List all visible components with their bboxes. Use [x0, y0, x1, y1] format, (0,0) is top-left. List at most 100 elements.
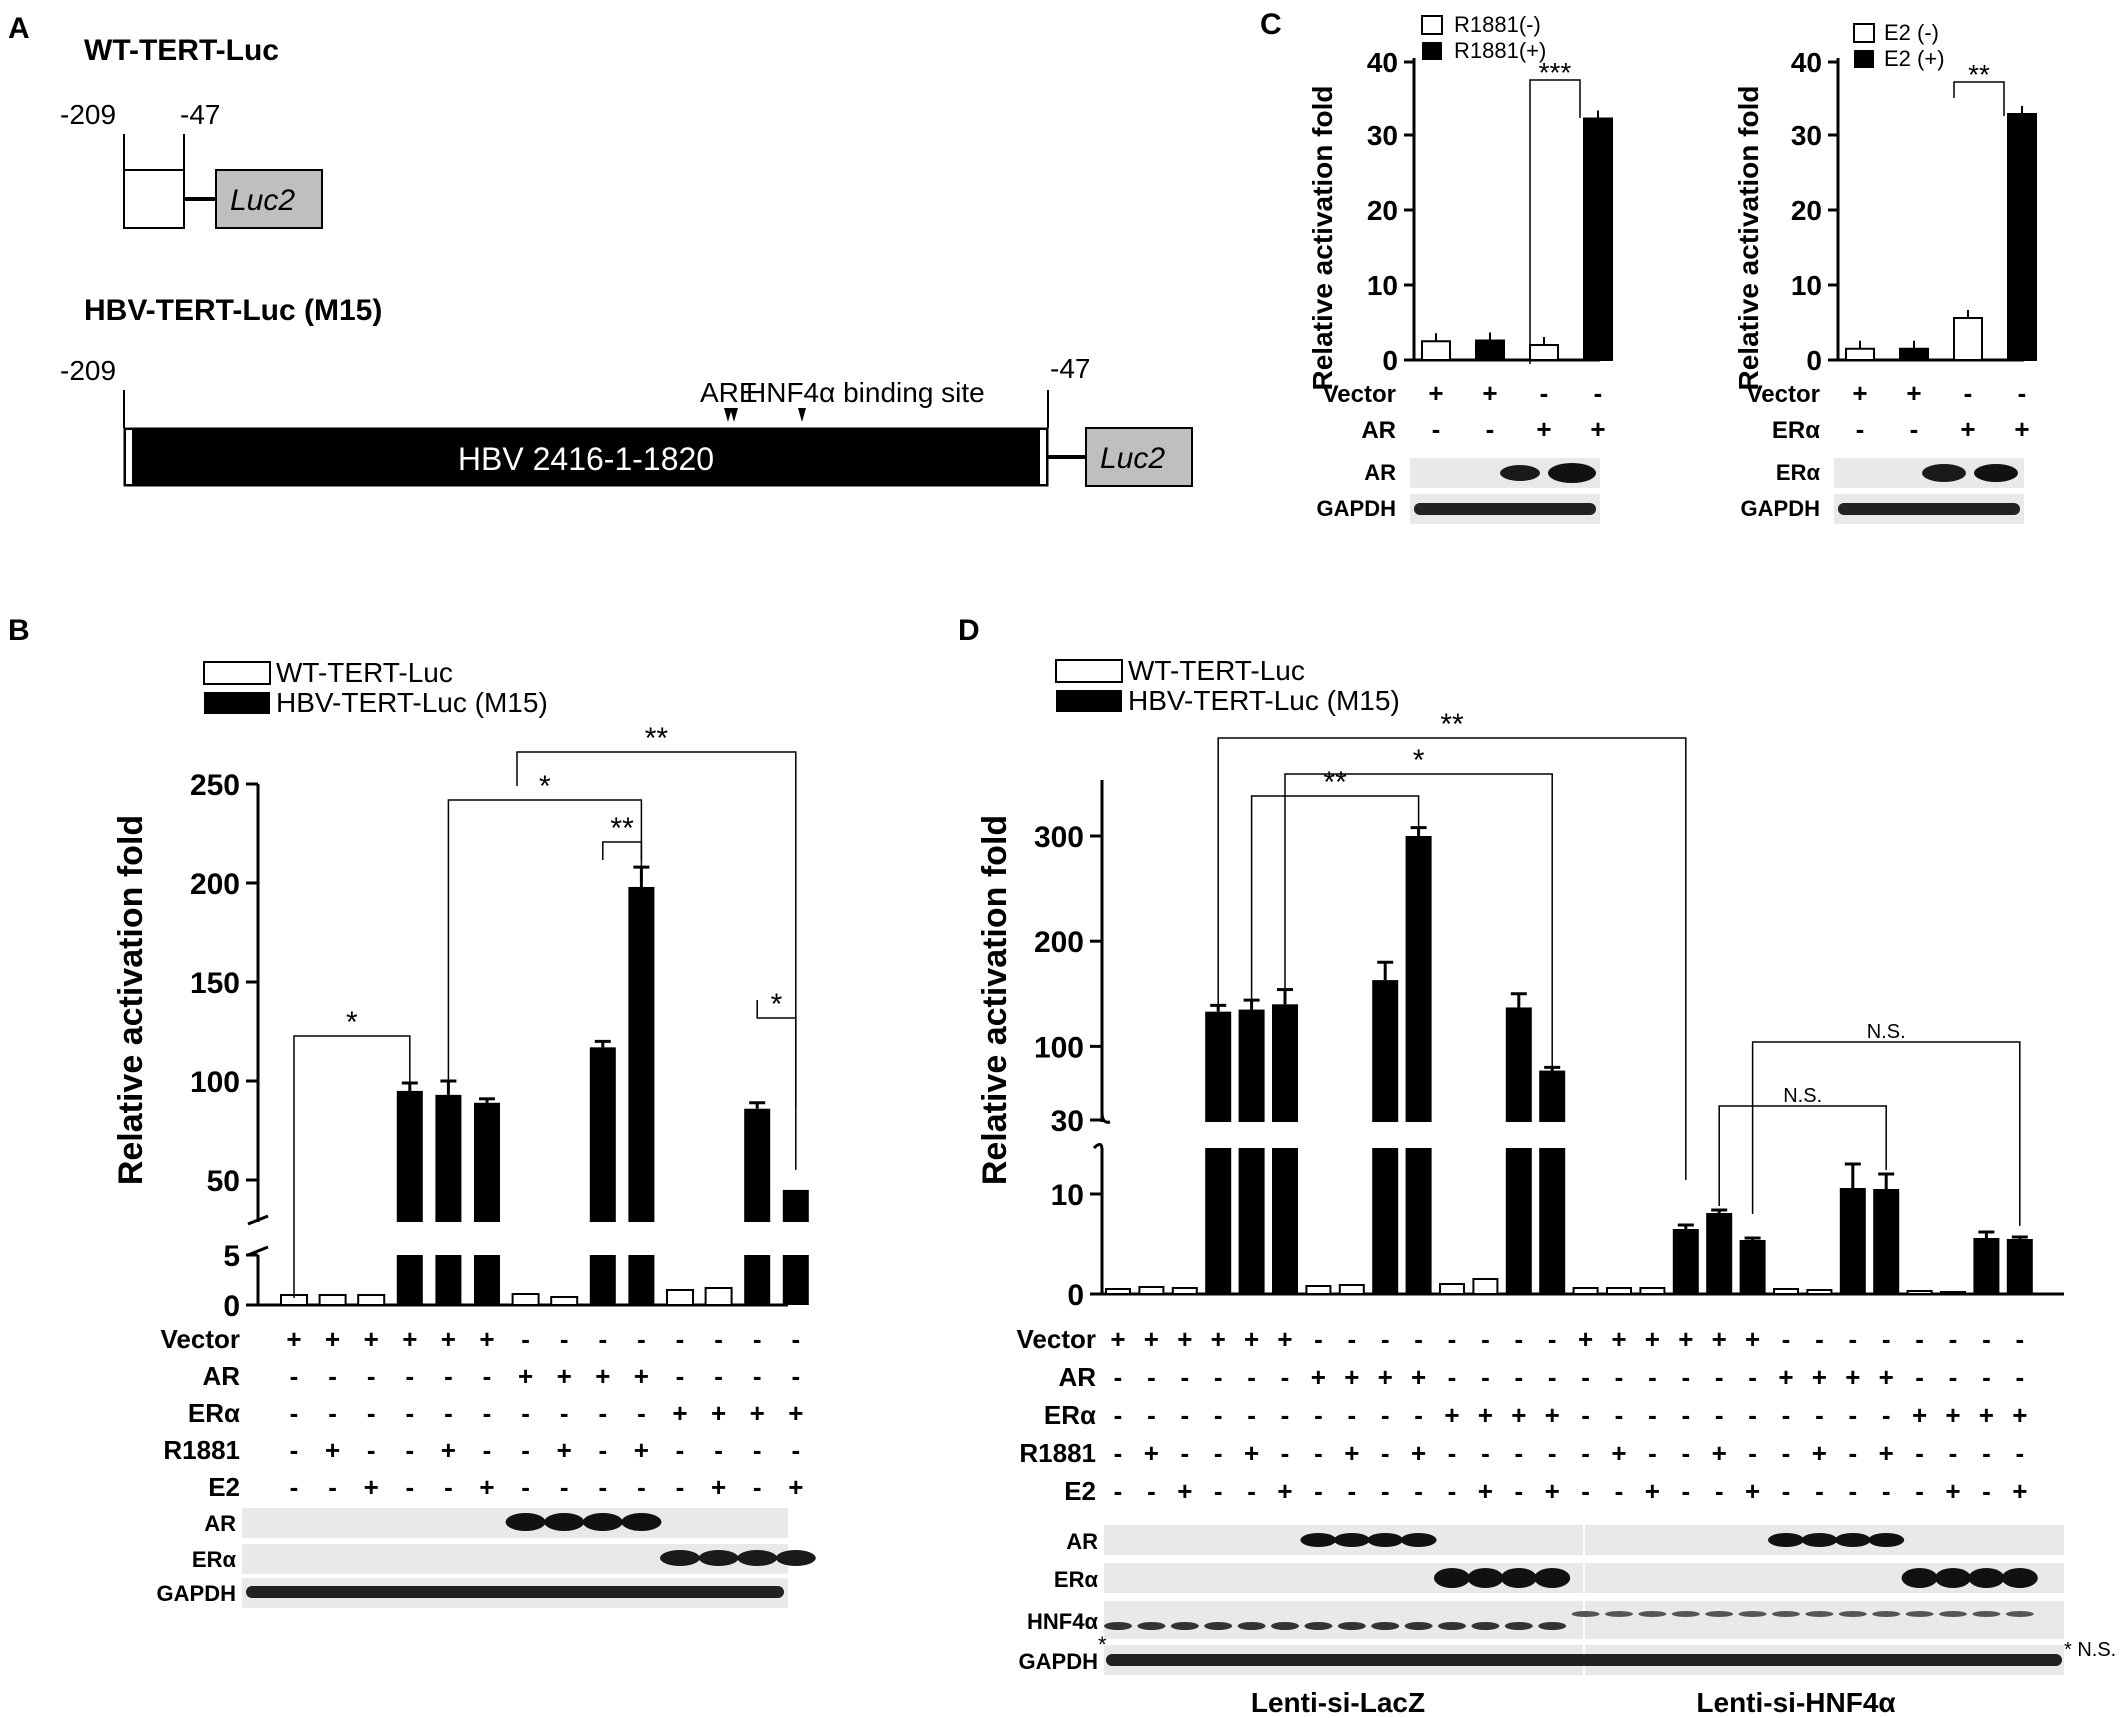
condition-sign: + [1845, 1362, 1860, 1392]
axis-break [1092, 1143, 1104, 1151]
band-ar [1768, 1533, 1804, 1547]
condition-sign: - [1581, 1476, 1590, 1506]
condition-sign: - [1882, 1476, 1891, 1506]
condition-sign: - [598, 1472, 607, 1502]
band-era [1935, 1568, 1971, 1588]
condition-sign: - [1782, 1324, 1791, 1354]
legend-swatch-hbv-d [1056, 690, 1122, 712]
hbv-luc2-box [1085, 427, 1193, 487]
condition-sign: + [1144, 1324, 1159, 1354]
condition-sign: - [1314, 1400, 1323, 1430]
condition-sign: - [1715, 1362, 1724, 1392]
condition-sign: - [1648, 1400, 1657, 1430]
condition-sign: - [1748, 1400, 1757, 1430]
are-label: ARE [700, 377, 758, 408]
band-hnf4a-ns [1805, 1611, 1834, 1617]
legend-swatch-r1881-pos [1422, 42, 1442, 60]
bar-wt [318, 1294, 347, 1306]
band-ar [1834, 1533, 1871, 1547]
panel-d-bars [1105, 826, 2033, 1295]
blot-label: ERα [1776, 460, 1821, 485]
bar-hbv-lower [589, 1255, 616, 1305]
condition-sign: + [441, 1324, 456, 1354]
condition-sign: - [1815, 1400, 1824, 1430]
blot-label: ERα [192, 1547, 237, 1572]
condition-sign: - [560, 1398, 569, 1428]
band-era [1901, 1568, 1938, 1588]
significance-bracket [447, 799, 643, 1212]
condition-sign: + [1745, 1324, 1760, 1354]
legend-swatch-e2-pos [1854, 50, 1874, 68]
condition-sign: - [1964, 378, 1973, 408]
condition-label: Vector [161, 1324, 241, 1354]
bar-wt [1906, 1290, 1933, 1295]
condition-sign: - [1514, 1438, 1523, 1468]
condition-sign: - [1748, 1362, 1757, 1392]
condition-sign: + [1545, 1400, 1560, 1430]
condition-sign: - [1949, 1362, 1958, 1392]
condition-sign: - [1782, 1400, 1791, 1430]
bar-hbv-lower [1505, 1148, 1532, 1294]
condition-sign: + [1482, 378, 1497, 408]
condition-sign: - [290, 1472, 299, 1502]
bar-wt [1138, 1286, 1165, 1295]
condition-sign: + [595, 1361, 610, 1391]
condition-sign: - [1347, 1324, 1356, 1354]
condition-sign: - [1648, 1438, 1657, 1468]
significance-label: ** [1440, 708, 1464, 741]
condition-sign: + [1852, 378, 1867, 408]
condition-sign: - [1114, 1362, 1123, 1392]
condition-sign: - [1782, 1438, 1791, 1468]
panel-b: B WT-TERT-Luc HBV-TERT-Luc (M15) Relativ… [8, 614, 816, 1608]
condition-sign: - [1748, 1438, 1757, 1468]
condition-sign: - [1815, 1476, 1824, 1506]
condition-sign: - [1514, 1476, 1523, 1506]
condition-sign: + [1344, 1362, 1359, 1392]
band-gapdh [1106, 1654, 2062, 1666]
condition-sign: + [2012, 1476, 2027, 1506]
panel-d-significance: *****N.S.N.S. [1217, 708, 2021, 1226]
significance-bracket [1284, 773, 1553, 1080]
condition-sign: + [1428, 378, 1443, 408]
y-tick-label: 10 [1051, 1179, 1084, 1212]
condition-sign: - [444, 1361, 453, 1391]
band-hnf4a [1538, 1622, 1567, 1630]
condition-sign: - [1147, 1476, 1156, 1506]
y-tick-label: 30 [1791, 120, 1822, 151]
condition-label: AR [1361, 417, 1396, 444]
bar-wt [1572, 1287, 1599, 1295]
condition-sign: + [711, 1472, 726, 1502]
condition-sign: - [753, 1361, 762, 1391]
condition-sign: - [1681, 1476, 1690, 1506]
band-era [1534, 1568, 1571, 1588]
condition-sign: - [1540, 378, 1549, 408]
hnf4a-ns-label: * N.S. [2064, 1639, 2116, 1661]
condition-sign: - [405, 1435, 414, 1465]
condition-sign: + [1144, 1438, 1159, 1468]
band-hnf4a-ns [1638, 1611, 1667, 1617]
legend-wt: WT-TERT-Luc [276, 657, 453, 688]
condition-sign: + [325, 1435, 340, 1465]
band-ar [1868, 1533, 1905, 1547]
panel-b-letter: B [8, 614, 30, 647]
band-hnf4a-ns [1972, 1611, 2001, 1617]
condition-sign: - [560, 1472, 569, 1502]
condition-sign: - [1414, 1324, 1423, 1354]
condition-sign: - [1448, 1476, 1457, 1506]
condition-sign: - [714, 1435, 723, 1465]
condition-sign: + [1411, 1438, 1426, 1468]
condition-sign: + [1611, 1324, 1626, 1354]
condition-sign: - [676, 1324, 685, 1354]
bar-hbv-lower [1205, 1148, 1232, 1294]
condition-sign: - [791, 1435, 800, 1465]
condition-sign: - [637, 1398, 646, 1428]
y-tick-label: 10 [1367, 270, 1398, 301]
panel-b-blots: AR ERα GAPDH [157, 1508, 816, 1608]
condition-sign: - [1915, 1362, 1924, 1392]
significance-bracket [516, 751, 797, 1108]
legend-swatch-hbv [204, 692, 270, 714]
blot-label: GAPDH [1019, 1649, 1098, 1674]
condition-sign: - [1681, 1400, 1690, 1430]
condition-sign: - [714, 1324, 723, 1354]
